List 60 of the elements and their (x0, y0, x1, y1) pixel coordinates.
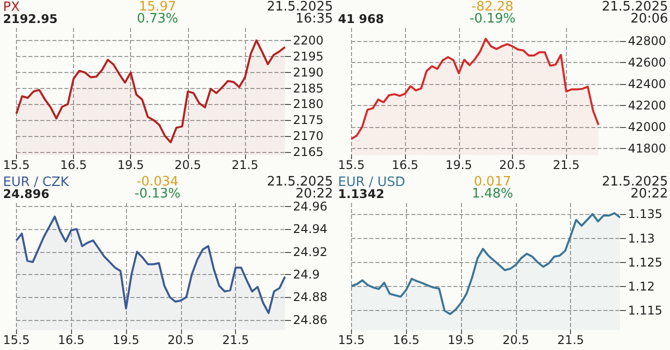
chart-subtitle: 41 968 (338, 12, 384, 26)
x-tick-label: 21.5 (232, 158, 258, 172)
y-tick-label: 41800 (628, 142, 666, 156)
text: -0.13% (134, 186, 180, 202)
x-tick-label: 21.5 (552, 158, 580, 172)
x-tick-label: 19.5 (448, 333, 474, 347)
y-tick-label: 42200 (628, 98, 666, 112)
text: 21.5.2025 20:22 (266, 174, 333, 202)
x-tick-label: 21.5 (222, 333, 250, 347)
chart-title: PX (3, 0, 20, 15)
x-tick-label: 15.5 (338, 158, 365, 172)
x-tick-label: 20.5 (502, 333, 530, 347)
y-tick-label: 1.135 (628, 207, 662, 222)
x-tick-label: 20.5 (499, 158, 526, 172)
y-tick-label: 2185 (293, 81, 324, 96)
y-tick-label: 2180 (293, 97, 324, 112)
y-tick-label: 1.115 (628, 304, 662, 318)
x-tick-label: 19.5 (112, 333, 140, 347)
y-tick-label: 42400 (628, 76, 666, 91)
x-tick-label: 16.5 (392, 158, 418, 172)
text: 1.48% (472, 186, 514, 202)
text: -0.19% (470, 12, 516, 26)
text: 21.5.2025 20:06 (602, 0, 668, 26)
y-tick-label: 2190 (293, 65, 324, 80)
y-tick-label: 24.9 (293, 267, 320, 282)
text: 0.73% (136, 12, 178, 26)
x-tick-label: 16.5 (58, 333, 85, 347)
chart-subtitle: 2192.95 (3, 12, 58, 26)
y-tick-label: 2165 (293, 144, 324, 159)
x-tick-label: 15.5 (3, 333, 30, 347)
chart-subtitle: 24.896 (3, 187, 50, 201)
y-tick-label: 1.125 (628, 255, 662, 270)
y-tick-label: 24.96 (293, 199, 328, 214)
x-tick-label: 20.5 (174, 158, 202, 172)
x-tick-label: 15.5 (338, 333, 365, 347)
text: 21.5.2025 16:35 (266, 0, 333, 26)
y-tick-label: 1.13 (628, 231, 655, 246)
x-tick-label: 19.5 (445, 158, 472, 172)
x-tick-label: 16.5 (392, 333, 420, 347)
y-tick-label: 2170 (293, 128, 324, 143)
x-tick-label: 15.5 (3, 158, 30, 172)
chart-subtitle: 1.1342 (338, 187, 384, 201)
x-tick-label: 21.5 (557, 333, 584, 347)
chart-title: EUR / CZK (3, 175, 70, 190)
y-tick-label: 2195 (293, 50, 324, 64)
x-tick-label: 19.5 (117, 158, 144, 172)
y-tick-label: 24.92 (293, 244, 328, 259)
text: 21.5.2025 20:22 (602, 174, 668, 202)
y-tick-label: 24.86 (293, 312, 328, 327)
y-tick-label: 24.94 (293, 222, 328, 236)
y-tick-label: 42600 (628, 55, 666, 70)
x-tick-label: 16.5 (60, 158, 87, 172)
y-tick-label: 1.12 (628, 280, 655, 294)
chart-title: EUR / USD (338, 175, 406, 190)
y-tick-label: 2200 (293, 34, 324, 48)
x-tick-label: 20.5 (167, 333, 194, 347)
y-tick-label: 42800 (628, 34, 666, 48)
y-tick-label: 2175 (293, 113, 324, 128)
y-tick-label: 24.88 (293, 290, 328, 304)
y-tick-label: 42000 (628, 120, 666, 134)
